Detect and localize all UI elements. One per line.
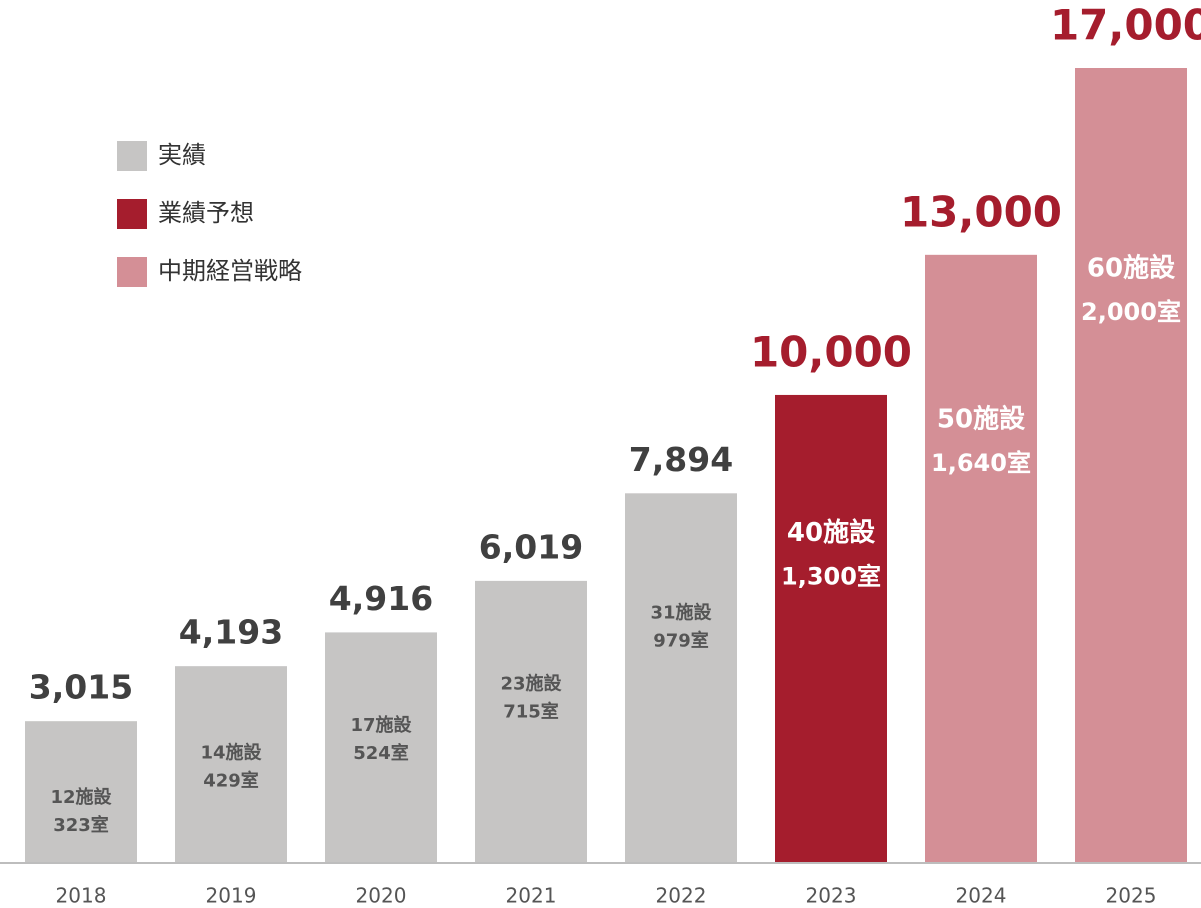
room-label: 429室 (203, 769, 259, 791)
bar (325, 632, 437, 862)
facility-label: 50施設 (937, 404, 1026, 435)
x-tick-label: 2024 (956, 884, 1007, 908)
legend-swatch (117, 141, 147, 171)
bar (925, 254, 1037, 862)
value-label: 4,916 (329, 579, 433, 618)
room-label: 524室 (353, 742, 409, 764)
legend-swatch (117, 199, 147, 229)
value-label: 17,000 (1050, 1, 1201, 50)
bar (25, 721, 137, 862)
value-label: 6,019 (479, 527, 583, 566)
facility-label: 60施設 (1087, 252, 1176, 283)
x-tick-label: 2025 (1106, 884, 1157, 908)
legend-label: 中期経営戦略 (158, 257, 302, 285)
room-label: 979室 (653, 629, 709, 651)
room-label: 1,640室 (931, 449, 1031, 477)
bar (775, 394, 887, 862)
x-tick-label: 2018 (56, 884, 107, 908)
facility-label: 14施設 (200, 741, 262, 763)
legend-label: 実績 (158, 141, 206, 169)
value-label: 4,193 (179, 613, 283, 652)
facility-label: 17施設 (350, 714, 412, 736)
bar (1075, 68, 1187, 862)
x-tick-label: 2021 (506, 884, 557, 908)
bar (625, 493, 737, 862)
value-label: 13,000 (900, 187, 1062, 236)
room-label: 2,000室 (1081, 298, 1181, 326)
x-tick-label: 2023 (806, 884, 857, 908)
facility-label: 31施設 (650, 601, 712, 623)
facility-label: 23施設 (500, 672, 562, 694)
x-tick-label: 2022 (656, 884, 707, 908)
value-label: 10,000 (750, 327, 912, 376)
value-label: 7,894 (629, 440, 733, 479)
x-tick-label: 2020 (356, 884, 407, 908)
facility-label: 40施設 (787, 517, 876, 548)
bar (475, 580, 587, 862)
room-label: 323室 (53, 814, 109, 836)
x-tick-label: 2019 (206, 884, 257, 908)
room-label: 715室 (503, 700, 559, 722)
legend-swatch (117, 257, 147, 287)
value-label: 3,015 (29, 668, 133, 707)
facility-label: 12施設 (50, 786, 112, 808)
room-label: 1,300室 (781, 563, 881, 591)
legend-label: 業績予想 (158, 199, 254, 227)
bar (175, 666, 287, 862)
